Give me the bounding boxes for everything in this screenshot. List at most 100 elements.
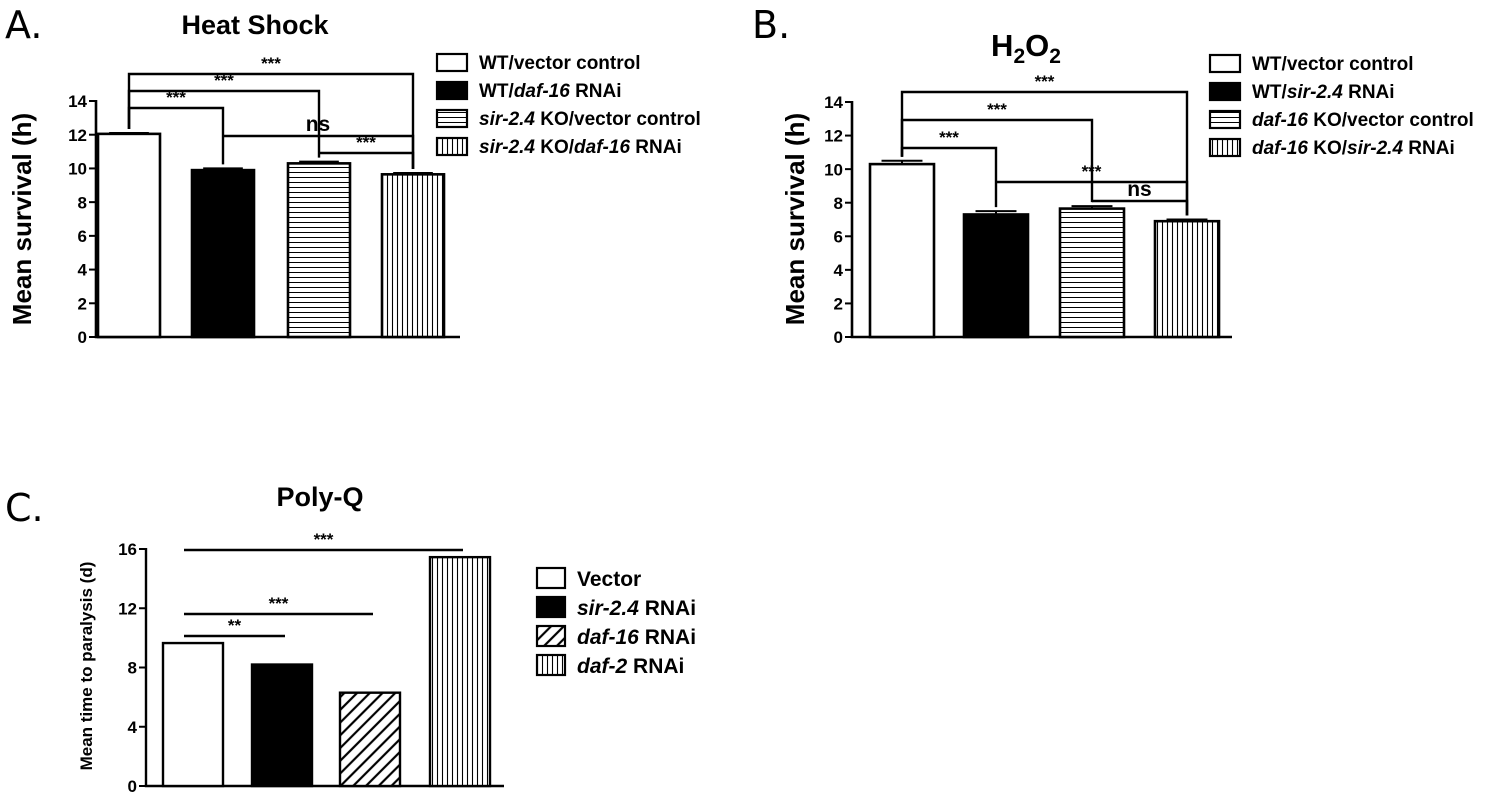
bar-2 — [190, 168, 256, 339]
panel-b-title: H2O2 — [991, 28, 1061, 68]
legend-swatch-2 — [535, 595, 567, 619]
legend-label-part: sir-2.4 — [1287, 82, 1343, 103]
significance-label: *** — [1035, 72, 1055, 91]
legend-label-2: WT/daf-16 RNAi — [479, 81, 622, 102]
legend-label-3: sir-2.4 KO/vector control — [479, 109, 701, 130]
significance-bracket — [127, 72, 415, 169]
panel-b-title-o: O — [1025, 28, 1049, 63]
bar-1 — [868, 162, 936, 339]
legend-label-part: WT/ — [479, 81, 515, 102]
y-tick-label: 6 — [78, 227, 87, 246]
legend-label-part: RNAi — [1343, 82, 1395, 103]
legend-label-part: Vector — [577, 568, 641, 591]
legend-label-4: daf-16 KO/sir-2.4 RNAi — [1252, 138, 1455, 159]
legend-label-part: sir-2.4 — [479, 109, 535, 130]
legend-label-part: daf-16 — [514, 81, 570, 102]
legend-label-part: KO/ — [1308, 138, 1348, 159]
bar-4 — [428, 555, 492, 788]
panel-b-title-sub2: 2 — [1049, 45, 1061, 68]
legend-label-1: WT/vector control — [1252, 54, 1414, 75]
significance-label: *** — [166, 88, 186, 107]
bar-4 — [1153, 219, 1221, 339]
bar-4 — [380, 173, 446, 339]
legend-label-part: KO/ — [535, 137, 575, 158]
legend-label-part: daf-16 — [1252, 138, 1308, 159]
y-tick-label: 4 — [834, 261, 844, 280]
panel-a-legend: WT/vector control WT/daf-16 RNAi sir-2.4 K… — [435, 52, 701, 158]
legend-label-1: WT/vector control — [479, 53, 641, 74]
panel-b-y-axis-label: Mean survival (h) — [780, 113, 810, 325]
bar-3 — [286, 162, 352, 339]
significance-label: *** — [261, 54, 281, 73]
y-tick-label: 0 — [128, 777, 137, 796]
significance-label: *** — [1082, 162, 1102, 181]
significance-bracket — [1092, 199, 1189, 216]
legend-label-3: daf-16 KO/vector control — [1252, 110, 1474, 131]
legend-label-part: RNAi — [1403, 138, 1455, 159]
bar-2 — [250, 663, 314, 788]
legend-label-2: sir-2.4 RNAi — [577, 597, 696, 620]
significance-label: ns — [306, 113, 331, 136]
legend-label-2: WT/sir-2.4 RNAi — [1252, 82, 1395, 103]
legend-label-part: sir-2.4 — [577, 597, 639, 620]
legend-swatch-4 — [1208, 137, 1242, 158]
legend-swatch-3 — [435, 108, 469, 129]
significance-label: *** — [314, 530, 334, 549]
bar-1 — [161, 641, 225, 788]
legend-swatch-3 — [1208, 109, 1242, 130]
bar-3 — [1058, 207, 1126, 339]
y-tick-label: 6 — [834, 227, 843, 246]
panel-a-letter: A. — [5, 3, 42, 47]
y-tick-label: 14 — [68, 92, 87, 111]
panel-b-title-h: H — [991, 28, 1013, 63]
significance-label: ** — [228, 616, 242, 635]
y-tick-label: 8 — [834, 194, 843, 213]
legend-swatch-2 — [435, 80, 469, 101]
panel-a-y-axis-label: Mean survival (h) — [7, 113, 37, 325]
y-tick-label: 12 — [68, 126, 87, 145]
y-tick-label: 4 — [128, 718, 138, 737]
y-tick-label: 4 — [78, 261, 88, 280]
legend-label-part: daf-2 — [577, 655, 627, 678]
legend-label-part: RNAi — [627, 655, 684, 678]
legend-label-part: RNAi — [570, 81, 622, 102]
legend-label-part: WT/ — [1252, 82, 1288, 103]
y-tick-label: 0 — [78, 328, 87, 347]
significance-label: *** — [214, 71, 234, 90]
y-tick-label: 12 — [118, 599, 137, 618]
y-tick-label: 16 — [118, 540, 137, 559]
legend-label-part: RNAi — [639, 626, 696, 649]
legend-label-part: sir-2.4 — [479, 137, 535, 158]
bar-1 — [96, 132, 162, 339]
legend-label-part: WT/vector control — [1252, 54, 1414, 75]
legend-label-3: daf-16 RNAi — [577, 626, 696, 649]
panel-c-letter: C. — [5, 486, 44, 530]
legend-label-part: RNAi — [630, 137, 682, 158]
legend-label-1: Vector — [577, 568, 641, 591]
legend-label-part: daf-16 — [574, 137, 630, 158]
panel-a-plot: 0 2 4 6 8 10 12 14 *** *** *** ns *** — [68, 54, 460, 347]
y-tick-label: 8 — [128, 659, 137, 678]
panel-b-plot: 0 2 4 6 8 10 12 14 *** *** *** *** ns — [824, 72, 1232, 347]
panel-c-title: Poly-Q — [276, 482, 363, 512]
panel-b: B. H2O2 Mean survival (h) 02468101214***… — [752, 3, 1474, 347]
significance-bracket — [900, 90, 1189, 216]
panel-c: C. Poly-Q Mean time to paralysis (d) 0 4 8… — [5, 482, 696, 796]
legend-swatch-3 — [535, 624, 567, 648]
y-tick-label: 2 — [78, 294, 87, 313]
significance-label: *** — [356, 133, 376, 152]
legend-swatch-2 — [1208, 81, 1242, 102]
legend-label-part: sir-2.4 — [1347, 138, 1403, 159]
legend-swatch-1 — [535, 566, 567, 590]
y-tick-label: 12 — [824, 127, 843, 146]
significance-label: *** — [987, 100, 1007, 119]
legend-label-part: daf-16 — [577, 626, 639, 649]
legend-label-part: daf-16 — [1252, 110, 1308, 131]
panel-b-letter: B. — [752, 3, 790, 47]
panel-a: A. Heat Shock Mean survival (h) 0 2 4 6 8 10 1… — [5, 3, 701, 347]
y-tick-label: 2 — [834, 295, 843, 314]
y-tick-label: 8 — [78, 193, 87, 212]
